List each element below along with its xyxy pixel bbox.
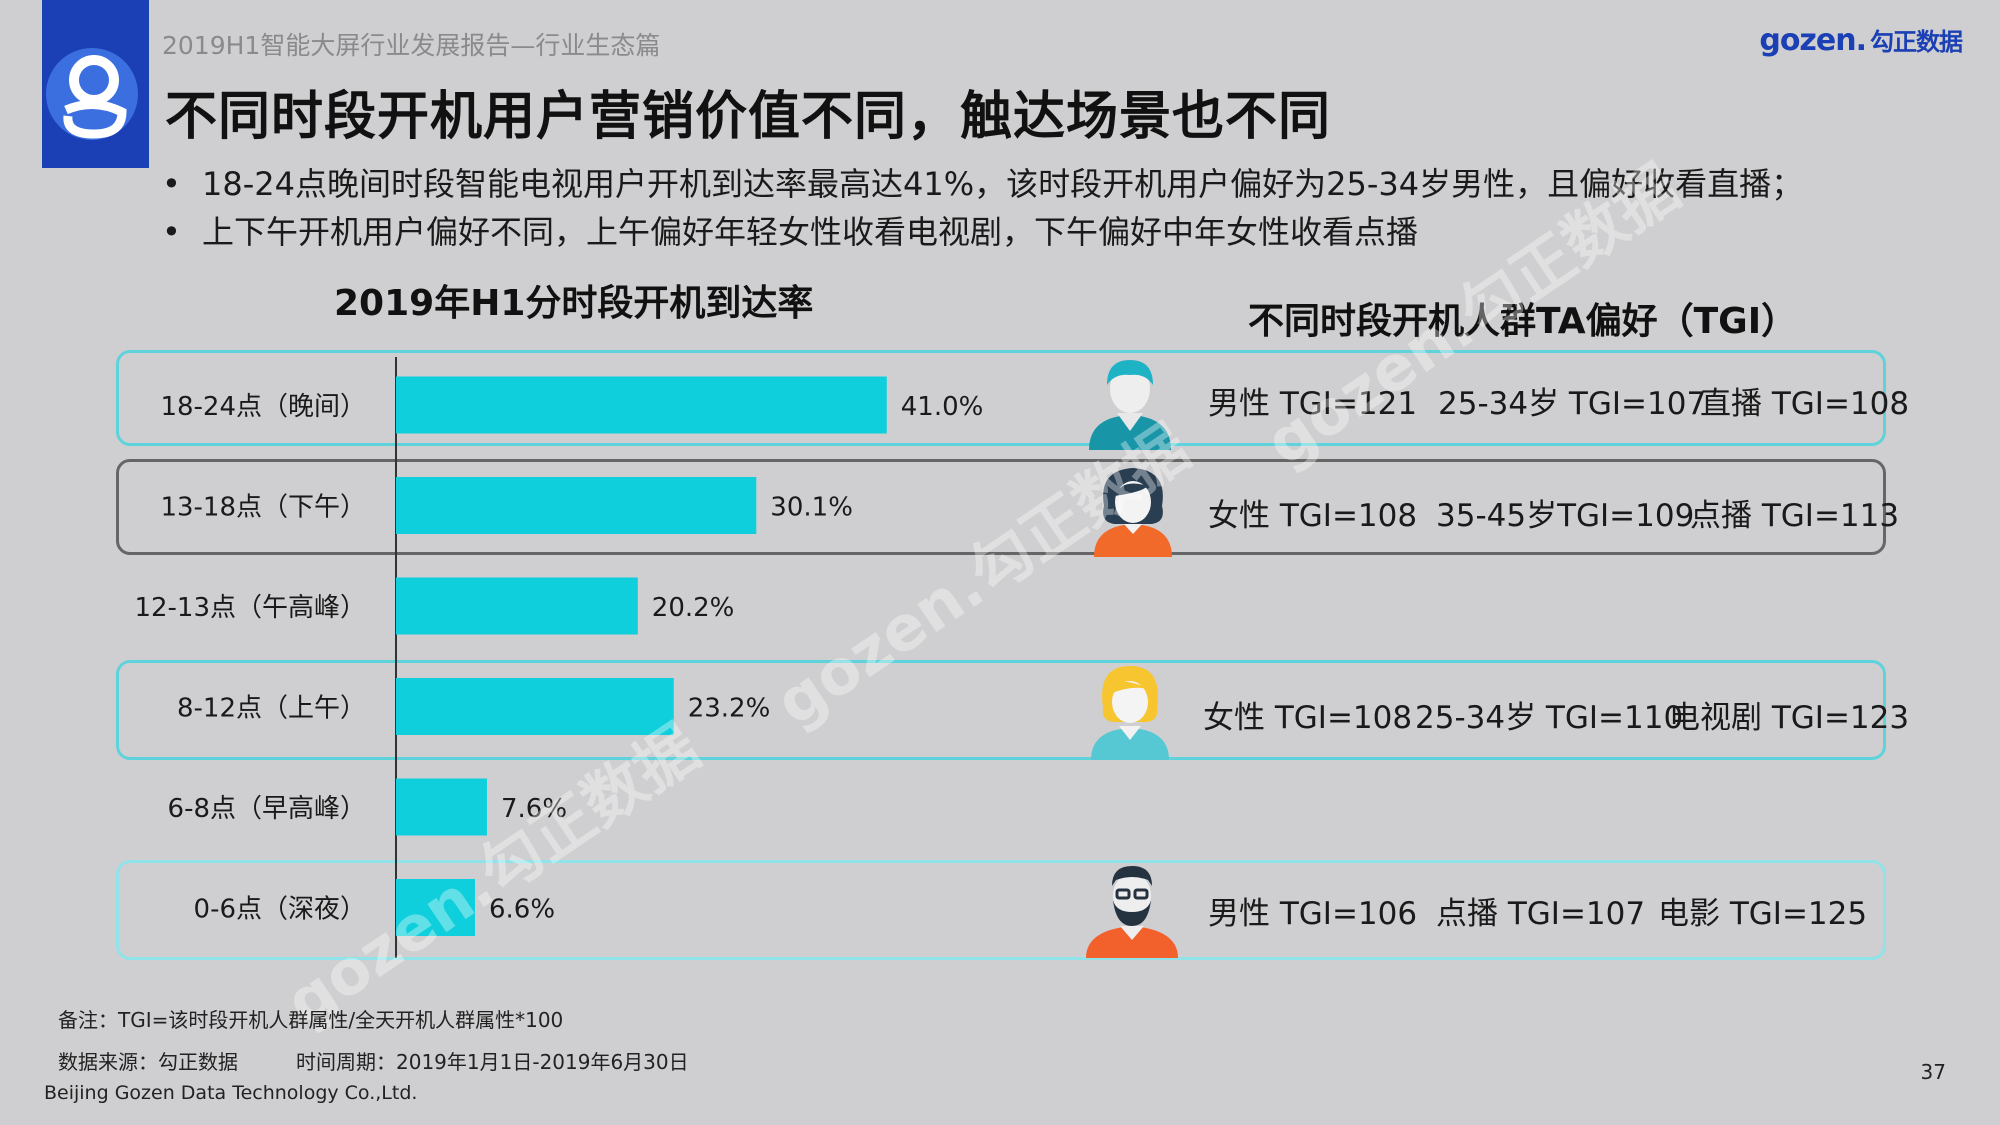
category-label: 13-18点（下午） — [160, 493, 366, 523]
value-label: 41.0% — [901, 392, 984, 422]
category-label: 0-6点（深夜） — [194, 895, 366, 925]
brand-latin: gozen. — [1759, 23, 1867, 58]
tgi-title: 不同时段开机人群TA偏好（TGI） — [1248, 301, 1798, 342]
highlight-box-afternoon — [116, 459, 1886, 555]
gozen-logo — [42, 0, 149, 168]
young-woman-icon — [1091, 666, 1169, 760]
time-period: 时间周期：2019年1月1日-2019年6月30日 — [296, 1050, 689, 1074]
brand-cn: 勾正数据 — [1870, 28, 1963, 56]
chart-title: 2019年H1分时段开机到达率 — [334, 283, 814, 324]
brand-logo: gozen. 勾正数据 — [1759, 22, 1963, 58]
page-number: 37 — [1920, 1060, 1946, 1084]
bar — [396, 376, 887, 434]
g-logo-icon — [46, 48, 138, 140]
value-label: 6.6% — [489, 895, 555, 925]
tgi-item: 直播 TGI=108 — [1700, 386, 1910, 422]
highlight-box-evening — [116, 350, 1886, 446]
tgi-item: 点播 TGI=107 — [1436, 896, 1646, 932]
bearded-man-icon — [1086, 866, 1178, 958]
tgi-item: 女性 TGI=108 — [1203, 700, 1413, 736]
report-title: 2019H1智能大屏行业发展报告—行业生态篇 — [162, 31, 661, 60]
data-source: 数据来源：勾正数据 — [58, 1050, 238, 1074]
footnote: 备注：TGI=该时段开机人群属性/全天开机人群属性*100 — [58, 1008, 564, 1032]
tgi-item: 25-34岁 TGI=110 — [1415, 700, 1684, 736]
bar — [396, 778, 487, 836]
tgi-item: 男性 TGI=121 — [1208, 386, 1418, 422]
bullet-item: • 18-24点晚间时段智能电视用户开机到达率最高达41%，该时段开机用户偏好为2… — [162, 165, 1804, 203]
tgi-item: 35-45岁TGI=109 — [1436, 498, 1695, 534]
bullet-list: • 18-24点晚间时段智能电视用户开机到达率最高达41%，该时段开机用户偏好为2… — [162, 160, 1803, 256]
tgi-item: 25-34岁 TGI=107 — [1438, 386, 1707, 422]
category-label: 8-12点（上午） — [177, 694, 366, 724]
tgi-item: 女性 TGI=108 — [1208, 498, 1418, 534]
tgi-item: 电影 TGI=125 — [1658, 896, 1868, 932]
tgi-item: 点播 TGI=113 — [1690, 498, 1900, 534]
highlight-box-morning — [116, 660, 1886, 760]
bar — [396, 678, 674, 735]
bar — [396, 477, 757, 534]
value-label: 20.2% — [652, 593, 735, 623]
value-label: 30.1% — [770, 493, 853, 523]
value-label: 7.6% — [501, 794, 567, 824]
value-label: 23.2% — [688, 694, 771, 724]
page-title: 不同时段开机用户营销价值不同，触达场景也不同 — [165, 87, 1332, 147]
category-label: 6-8点（早高峰） — [168, 794, 366, 824]
bar — [396, 879, 476, 936]
tgi-item: 电视剧 TGI=123 — [1669, 700, 1910, 736]
company-name: Beijing Gozen Data Technology Co.,Ltd. — [44, 1082, 418, 1104]
young-man-icon — [1089, 360, 1171, 450]
highlight-box-late-night — [116, 860, 1886, 960]
bar — [396, 577, 638, 635]
bullet-item: • 上下午开机用户偏好不同，上午偏好年轻女性收看电视剧，下午偏好中年女性收看点播 — [162, 213, 1419, 251]
tgi-item: 男性 TGI=106 — [1208, 896, 1418, 932]
category-label: 12-13点（午高峰） — [134, 593, 366, 623]
category-label: 18-24点（晚间） — [160, 392, 366, 422]
middle-aged-woman-icon — [1094, 468, 1172, 557]
